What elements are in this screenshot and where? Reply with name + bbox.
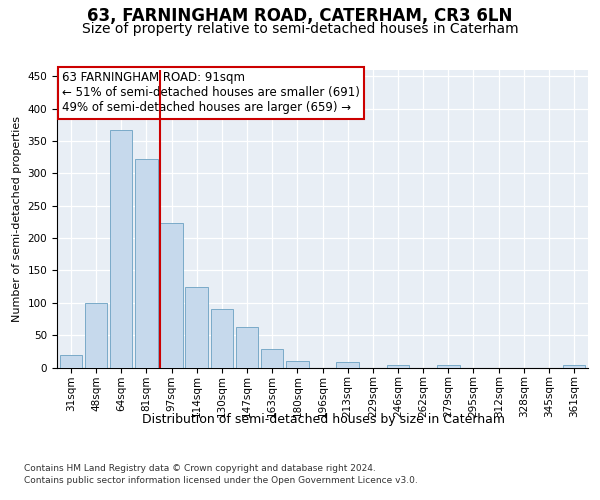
Text: Size of property relative to semi-detached houses in Caterham: Size of property relative to semi-detach… xyxy=(82,22,518,36)
Text: Distribution of semi-detached houses by size in Caterham: Distribution of semi-detached houses by … xyxy=(143,412,505,426)
Text: 63, FARNINGHAM ROAD, CATERHAM, CR3 6LN: 63, FARNINGHAM ROAD, CATERHAM, CR3 6LN xyxy=(88,8,512,26)
Bar xyxy=(59,354,82,368)
Bar xyxy=(337,362,359,368)
Bar xyxy=(185,286,208,368)
Bar xyxy=(261,350,283,368)
Bar xyxy=(85,303,107,368)
Bar xyxy=(386,365,409,368)
Bar xyxy=(437,365,460,368)
Text: 63 FARNINGHAM ROAD: 91sqm
← 51% of semi-detached houses are smaller (691)
49% of: 63 FARNINGHAM ROAD: 91sqm ← 51% of semi-… xyxy=(62,72,360,114)
Y-axis label: Number of semi-detached properties: Number of semi-detached properties xyxy=(12,116,22,322)
Bar xyxy=(135,159,158,368)
Bar xyxy=(211,310,233,368)
Text: Contains HM Land Registry data © Crown copyright and database right 2024.: Contains HM Land Registry data © Crown c… xyxy=(24,464,376,473)
Bar xyxy=(286,361,308,368)
Bar xyxy=(110,130,133,368)
Bar xyxy=(236,328,259,368)
Bar xyxy=(160,222,183,368)
Bar xyxy=(563,365,586,368)
Text: Contains public sector information licensed under the Open Government Licence v3: Contains public sector information licen… xyxy=(24,476,418,485)
